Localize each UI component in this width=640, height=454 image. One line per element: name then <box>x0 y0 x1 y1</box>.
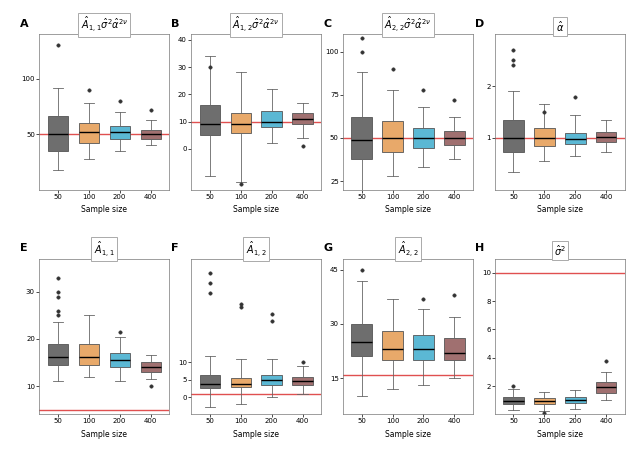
PathPatch shape <box>230 378 251 387</box>
Text: F: F <box>172 243 179 253</box>
Title: $\hat{\alpha}$: $\hat{\alpha}$ <box>556 20 564 34</box>
PathPatch shape <box>141 362 161 372</box>
PathPatch shape <box>109 127 130 139</box>
PathPatch shape <box>596 132 616 142</box>
PathPatch shape <box>383 121 403 152</box>
Title: $\hat{A}_{2,2}$: $\hat{A}_{2,2}$ <box>397 240 419 259</box>
PathPatch shape <box>504 120 524 153</box>
X-axis label: Sample size: Sample size <box>81 206 127 214</box>
Text: B: B <box>172 19 180 29</box>
Title: $\hat{A}_{1,1}$: $\hat{A}_{1,1}$ <box>93 240 115 259</box>
PathPatch shape <box>230 114 251 133</box>
Text: D: D <box>476 19 484 29</box>
Text: A: A <box>20 19 28 29</box>
Title: $\hat{A}_{1,2}$: $\hat{A}_{1,2}$ <box>246 240 266 259</box>
PathPatch shape <box>413 128 433 148</box>
Title: $\hat{A}_{1,1}\hat{\sigma}^2\hat{\alpha}^{2\nu}$: $\hat{A}_{1,1}\hat{\sigma}^2\hat{\alpha}… <box>81 15 128 35</box>
PathPatch shape <box>292 114 312 124</box>
Text: G: G <box>323 243 333 253</box>
PathPatch shape <box>383 331 403 360</box>
X-axis label: Sample size: Sample size <box>81 430 127 439</box>
Text: C: C <box>323 19 332 29</box>
PathPatch shape <box>200 375 220 388</box>
PathPatch shape <box>200 105 220 135</box>
Title: $\hat{\sigma}^2$: $\hat{\sigma}^2$ <box>554 244 566 258</box>
PathPatch shape <box>47 344 68 365</box>
PathPatch shape <box>79 344 99 365</box>
PathPatch shape <box>262 111 282 127</box>
X-axis label: Sample size: Sample size <box>537 430 583 439</box>
PathPatch shape <box>444 338 465 360</box>
X-axis label: Sample size: Sample size <box>385 206 431 214</box>
PathPatch shape <box>47 117 68 151</box>
PathPatch shape <box>565 397 586 403</box>
X-axis label: Sample size: Sample size <box>233 430 279 439</box>
PathPatch shape <box>444 131 465 145</box>
PathPatch shape <box>292 377 312 385</box>
PathPatch shape <box>79 123 99 143</box>
PathPatch shape <box>565 133 586 144</box>
X-axis label: Sample size: Sample size <box>385 430 431 439</box>
PathPatch shape <box>534 398 554 405</box>
PathPatch shape <box>109 353 130 367</box>
X-axis label: Sample size: Sample size <box>233 206 279 214</box>
X-axis label: Sample size: Sample size <box>537 206 583 214</box>
Title: $\hat{A}_{1,2}\hat{\sigma}^2\hat{\alpha}^{2\nu}$: $\hat{A}_{1,2}\hat{\sigma}^2\hat{\alpha}… <box>232 15 280 35</box>
PathPatch shape <box>262 375 282 385</box>
PathPatch shape <box>413 335 433 360</box>
Text: H: H <box>476 243 484 253</box>
PathPatch shape <box>351 324 372 356</box>
PathPatch shape <box>351 117 372 159</box>
PathPatch shape <box>504 397 524 405</box>
PathPatch shape <box>596 382 616 393</box>
Title: $\hat{A}_{2,2}\hat{\sigma}^2\hat{\alpha}^{2\nu}$: $\hat{A}_{2,2}\hat{\sigma}^2\hat{\alpha}… <box>385 15 431 35</box>
Text: E: E <box>20 243 27 253</box>
PathPatch shape <box>141 130 161 139</box>
PathPatch shape <box>534 128 554 146</box>
